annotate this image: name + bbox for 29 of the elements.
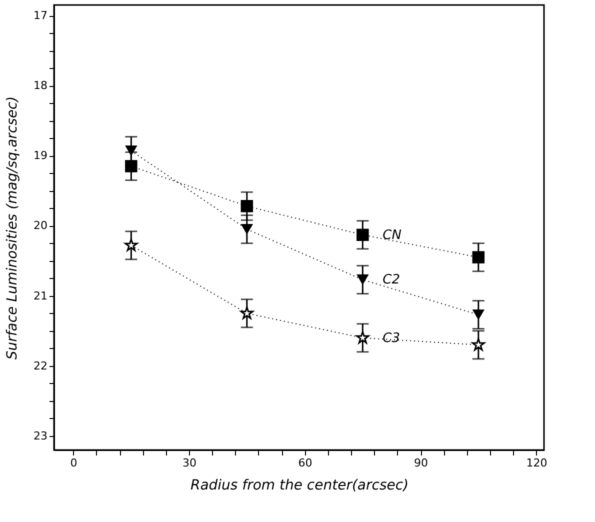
y-tick-label: 21	[34, 289, 48, 302]
x-tick-label: 60	[298, 456, 312, 470]
point	[472, 309, 485, 320]
y-tick-label: 18	[34, 79, 48, 92]
y-tick-label: 19	[34, 149, 48, 162]
point	[125, 160, 138, 172]
point	[356, 228, 369, 241]
point	[240, 306, 254, 320]
point	[356, 274, 369, 286]
x-tick-label: 120	[526, 456, 548, 470]
point	[240, 200, 254, 212]
y-tick-label: 22	[34, 359, 48, 372]
series-label: CN	[382, 228, 402, 243]
x-axis-title: Radius from the center(arcsec)	[190, 478, 409, 494]
y-axis-title: Surface Luminosities (mag/sq.arcsec)	[4, 96, 21, 360]
y-tick-label: 23	[34, 429, 48, 442]
point	[125, 145, 138, 156]
x-tick-label: 0	[70, 456, 78, 470]
y-tick-label: 20	[34, 219, 48, 232]
series-label: C3	[382, 330, 400, 346]
series-label: C2	[382, 272, 400, 288]
y-tick-label: 17	[34, 9, 48, 22]
x-tick-label: 90	[414, 456, 428, 470]
point	[472, 338, 485, 351]
x-tick-label: 30	[182, 456, 197, 470]
point	[356, 331, 370, 344]
point	[124, 238, 138, 252]
point	[240, 224, 254, 235]
point	[472, 251, 485, 264]
